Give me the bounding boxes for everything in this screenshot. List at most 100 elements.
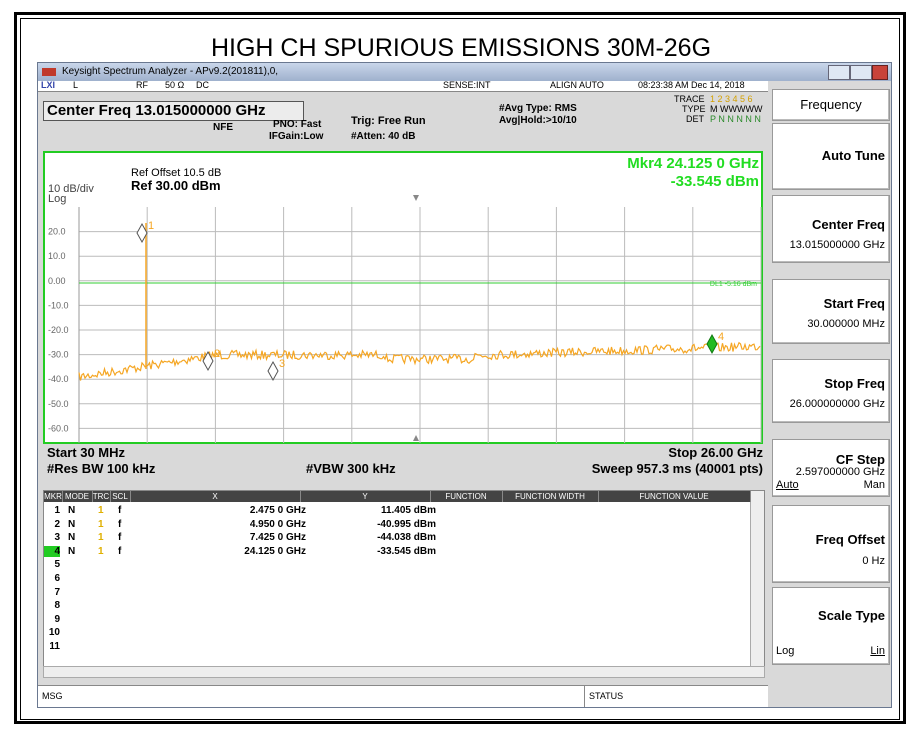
graticule-border [43,151,763,444]
y-tick-label: 20.0 [48,227,66,237]
table-cell: 10 [48,627,60,639]
avg-type: #Avg Type: RMS [499,103,577,114]
table-cell: 1 [98,545,104,557]
y-tick-label: -60.0 [48,423,69,433]
res-bw: #Res BW 100 kHz [47,461,156,476]
softkey-value: 26.000000000 GHz [789,398,885,410]
ref-level: Ref 30.00 dBm [131,178,221,193]
lxi-logo: LXI [41,80,56,90]
table-header [44,491,750,502]
softkey-label: Auto Tune [821,148,885,163]
marker-freq: Mkr4 24.125 0 GHz [627,155,759,172]
softkey-value: 2.597000000 GHz [795,466,885,478]
sweep: Sweep 957.3 ms (40001 pts) [591,461,763,476]
softkey[interactable]: Auto Tune [772,123,890,190]
marker-label: 2 [214,348,220,360]
atten: #Atten: 40 dB [351,131,416,142]
table-header-cell: MKR [44,491,63,502]
table-header-cell: TRC [92,491,111,502]
softkey[interactable]: Start Freq 30.000000 MHz [772,279,890,344]
status-strip: LXI L RF 50 Ω DC SENSE:INT ALIGN AUTO 08… [38,80,768,92]
table-cell: N [68,505,76,516]
y-tick-label: 10.0 [48,251,66,261]
marker-label: 3 [279,358,285,370]
softkey-option: Lin [870,645,885,657]
strip-item: 50 Ω [165,80,185,90]
table-cell: -44.038 dBm [377,532,436,544]
marker-table: MKR MODE TRC SCL X Y FUNCTION FUNCTION WIDTH FUN… [43,490,765,667]
softkey-value: 13.015000000 GHz [789,239,885,251]
stop-freq: Stop 26.00 GHz [668,445,763,460]
status-bar: MSG STATUS [38,685,768,707]
strip-item: 08:23:38 AM Dec 14, 2018 [638,80,745,90]
table-header-cell: X [130,491,301,502]
softkey[interactable]: Stop Freq 26.000000000 GHz [772,359,890,423]
softkey-label: Scale Type [818,608,885,623]
softkey-label: Freq Offset [815,532,885,547]
softkey-label: Start Freq [823,296,885,311]
table-cell: 9 [54,613,60,625]
minimize-button[interactable] [828,65,850,80]
marker-label: 4 [718,331,724,343]
softkey-option: Man [863,479,885,491]
table-cell: 1 [98,532,104,544]
table-cell: 1 [98,505,104,516]
table-cell: 11 [49,641,60,652]
marker [706,333,718,355]
table-header-cell: MODE [62,491,93,502]
det-value: P N N N N N [710,114,761,124]
softkey-label: Center Freq [812,217,885,232]
type-value: M WWWWW [710,104,763,114]
y-tick-label: -40.0 [48,374,69,384]
center-freq-box: Center Freq 13.015000000 GHz [43,101,304,121]
status-divider [584,686,585,707]
h-scrollbar[interactable] [43,666,765,678]
table-cell: 8 [54,600,60,612]
table-cell: 1 [54,505,60,516]
table-cell: 3 [54,532,60,544]
strip-item: L [73,80,79,90]
trig: Trig: Free Run [351,115,426,127]
softkey-option: Auto [776,479,799,491]
pno: PNO: Fast [273,119,322,130]
table-cell: N [68,545,76,557]
marker [202,350,214,372]
softkey[interactable]: Freq Offset 0 Hz [772,505,890,583]
restore-button[interactable] [850,65,872,80]
table-cell: f [118,545,122,557]
ifgain: IFGain:Low [269,131,324,142]
y-tick-label: 0.00 [48,276,66,286]
close-button[interactable] [872,65,888,80]
table-cell: N [68,518,76,530]
table-cell: 24.125 0 GHz [244,545,306,557]
nfe: NFE [213,122,233,133]
y-tick-label: -20.0 [48,325,69,335]
table-cell: N [68,532,76,544]
table-cell: 1 [98,518,104,530]
softkey[interactable]: CF Step 2.597000000 GHz Auto Man [772,439,890,497]
table-header-cell: Y [300,491,431,502]
table-cell: 11.405 dBm [380,505,436,516]
table-cell: 4 [44,545,60,557]
title-bar: Keysight Spectrum Analyzer - APv9.2(2018… [38,63,891,81]
table-cell: -40.995 dBm [377,518,436,530]
marker [267,360,279,382]
strip-item: RF [136,80,148,90]
softkey[interactable]: Scale Type Log Lin [772,587,890,665]
strip-item: DC [196,80,209,90]
table-cell: 2 [54,518,60,530]
softkey-label: CF Step [835,452,885,467]
type-label: TYPE [682,104,706,114]
strip-item: SENSE:INT [443,80,491,90]
page-title: HIGH CH SPURIOUS EMISSIONS 30M-26G [210,34,712,62]
marker [136,222,148,244]
window-title: Keysight Spectrum Analyzer - APv9.2(2018… [62,66,279,77]
softkey-label: Stop Freq [824,376,885,391]
log-label: Log [48,193,66,205]
softkey[interactable]: Center Freq 13.015000000 GHz [772,195,890,263]
softkey-value: 30.000000 MHz [807,318,885,330]
inner-frame [20,18,900,720]
grid: 20.0 10.0 0.00 -10.0 -20.0 -30.0 -40.0 -50.0 -60… [48,207,762,443]
msg-label: MSG [42,691,63,701]
